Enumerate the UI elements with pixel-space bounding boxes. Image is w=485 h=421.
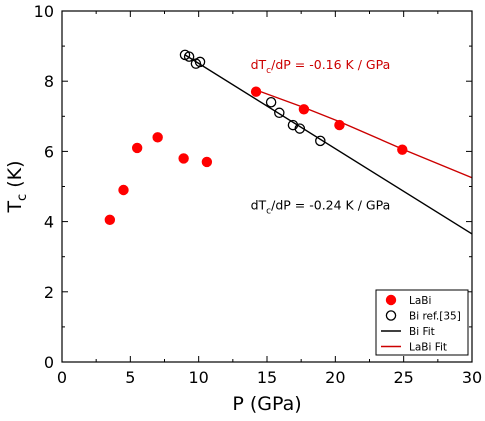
slope-annotation: dTc/dP = -0.16 K / GPa [251, 57, 391, 76]
data-point [298, 104, 310, 115]
data-point [274, 107, 285, 119]
legend-label: Bi Fit [409, 326, 435, 338]
x-tick-label: 25 [393, 368, 413, 387]
legend-marker [385, 294, 397, 306]
x-tick-label: 20 [325, 368, 345, 387]
y-axis-label-unit: (K) [4, 160, 26, 193]
slope-annotation-sub: c [266, 66, 271, 76]
x-axis-label: P (GPa) [232, 393, 301, 415]
y-axis-label-main: T [4, 201, 26, 214]
data-point [265, 97, 277, 108]
data-point [183, 51, 195, 62]
data-point [250, 86, 262, 97]
x-tick-label: 30 [462, 368, 482, 387]
x-tick-label: 0 [57, 368, 67, 387]
data-point [294, 123, 306, 134]
slope-annotation-suffix: /dP = -0.24 K / GPa [271, 197, 390, 212]
legend-label: Bi ref.[35] [409, 311, 461, 323]
slope-annotation: dTc/dP = -0.24 K / GPa [251, 197, 391, 216]
chart-labels: P (GPa)Tc (K)dTc/dP = -0.16 K / GPadTc/d… [4, 57, 390, 415]
data-point [334, 119, 345, 131]
fit-line [184, 54, 472, 235]
legend: LaBi Bi ref.[35] Bi Fit LaBi Fit [375, 289, 469, 356]
y-tick-label: 0 [44, 353, 54, 372]
data-point [201, 156, 213, 168]
slope-annotation-suffix: /dP = -0.16 K / GPa [271, 57, 390, 72]
data-point [178, 153, 189, 164]
data-point [194, 56, 206, 68]
plot-area [104, 49, 472, 235]
legend-marker [385, 310, 397, 321]
data-point [118, 184, 129, 196]
slope-annotation-sub: c [266, 206, 271, 216]
legend-label: LaBi Fit [409, 342, 447, 354]
fit-line [255, 89, 472, 179]
data-point [104, 214, 116, 226]
data-point [315, 135, 326, 147]
data-point [131, 142, 143, 154]
y-axis-label-sub: c [15, 194, 30, 201]
y-tick-label: 2 [44, 283, 54, 302]
data-point [397, 144, 408, 155]
y-tick-label: 4 [44, 213, 54, 232]
slope-annotation-prefix: dT [251, 57, 267, 72]
y-tick-label: 8 [44, 72, 54, 91]
data-point [152, 132, 163, 143]
y-tick-label: 10 [34, 2, 54, 21]
y-tick-label: 6 [44, 142, 54, 161]
axes: 0 5 10 15 20 25 30 0 2 4 6 8 10 [34, 2, 483, 387]
y-axis-label: Tc (K) [4, 160, 30, 213]
slope-annotation-prefix: dT [251, 197, 267, 212]
x-tick-label: 10 [188, 368, 208, 387]
x-tick-label: 5 [125, 368, 135, 387]
legend-label: LaBi [409, 295, 431, 307]
x-tick-label: 15 [257, 368, 277, 387]
